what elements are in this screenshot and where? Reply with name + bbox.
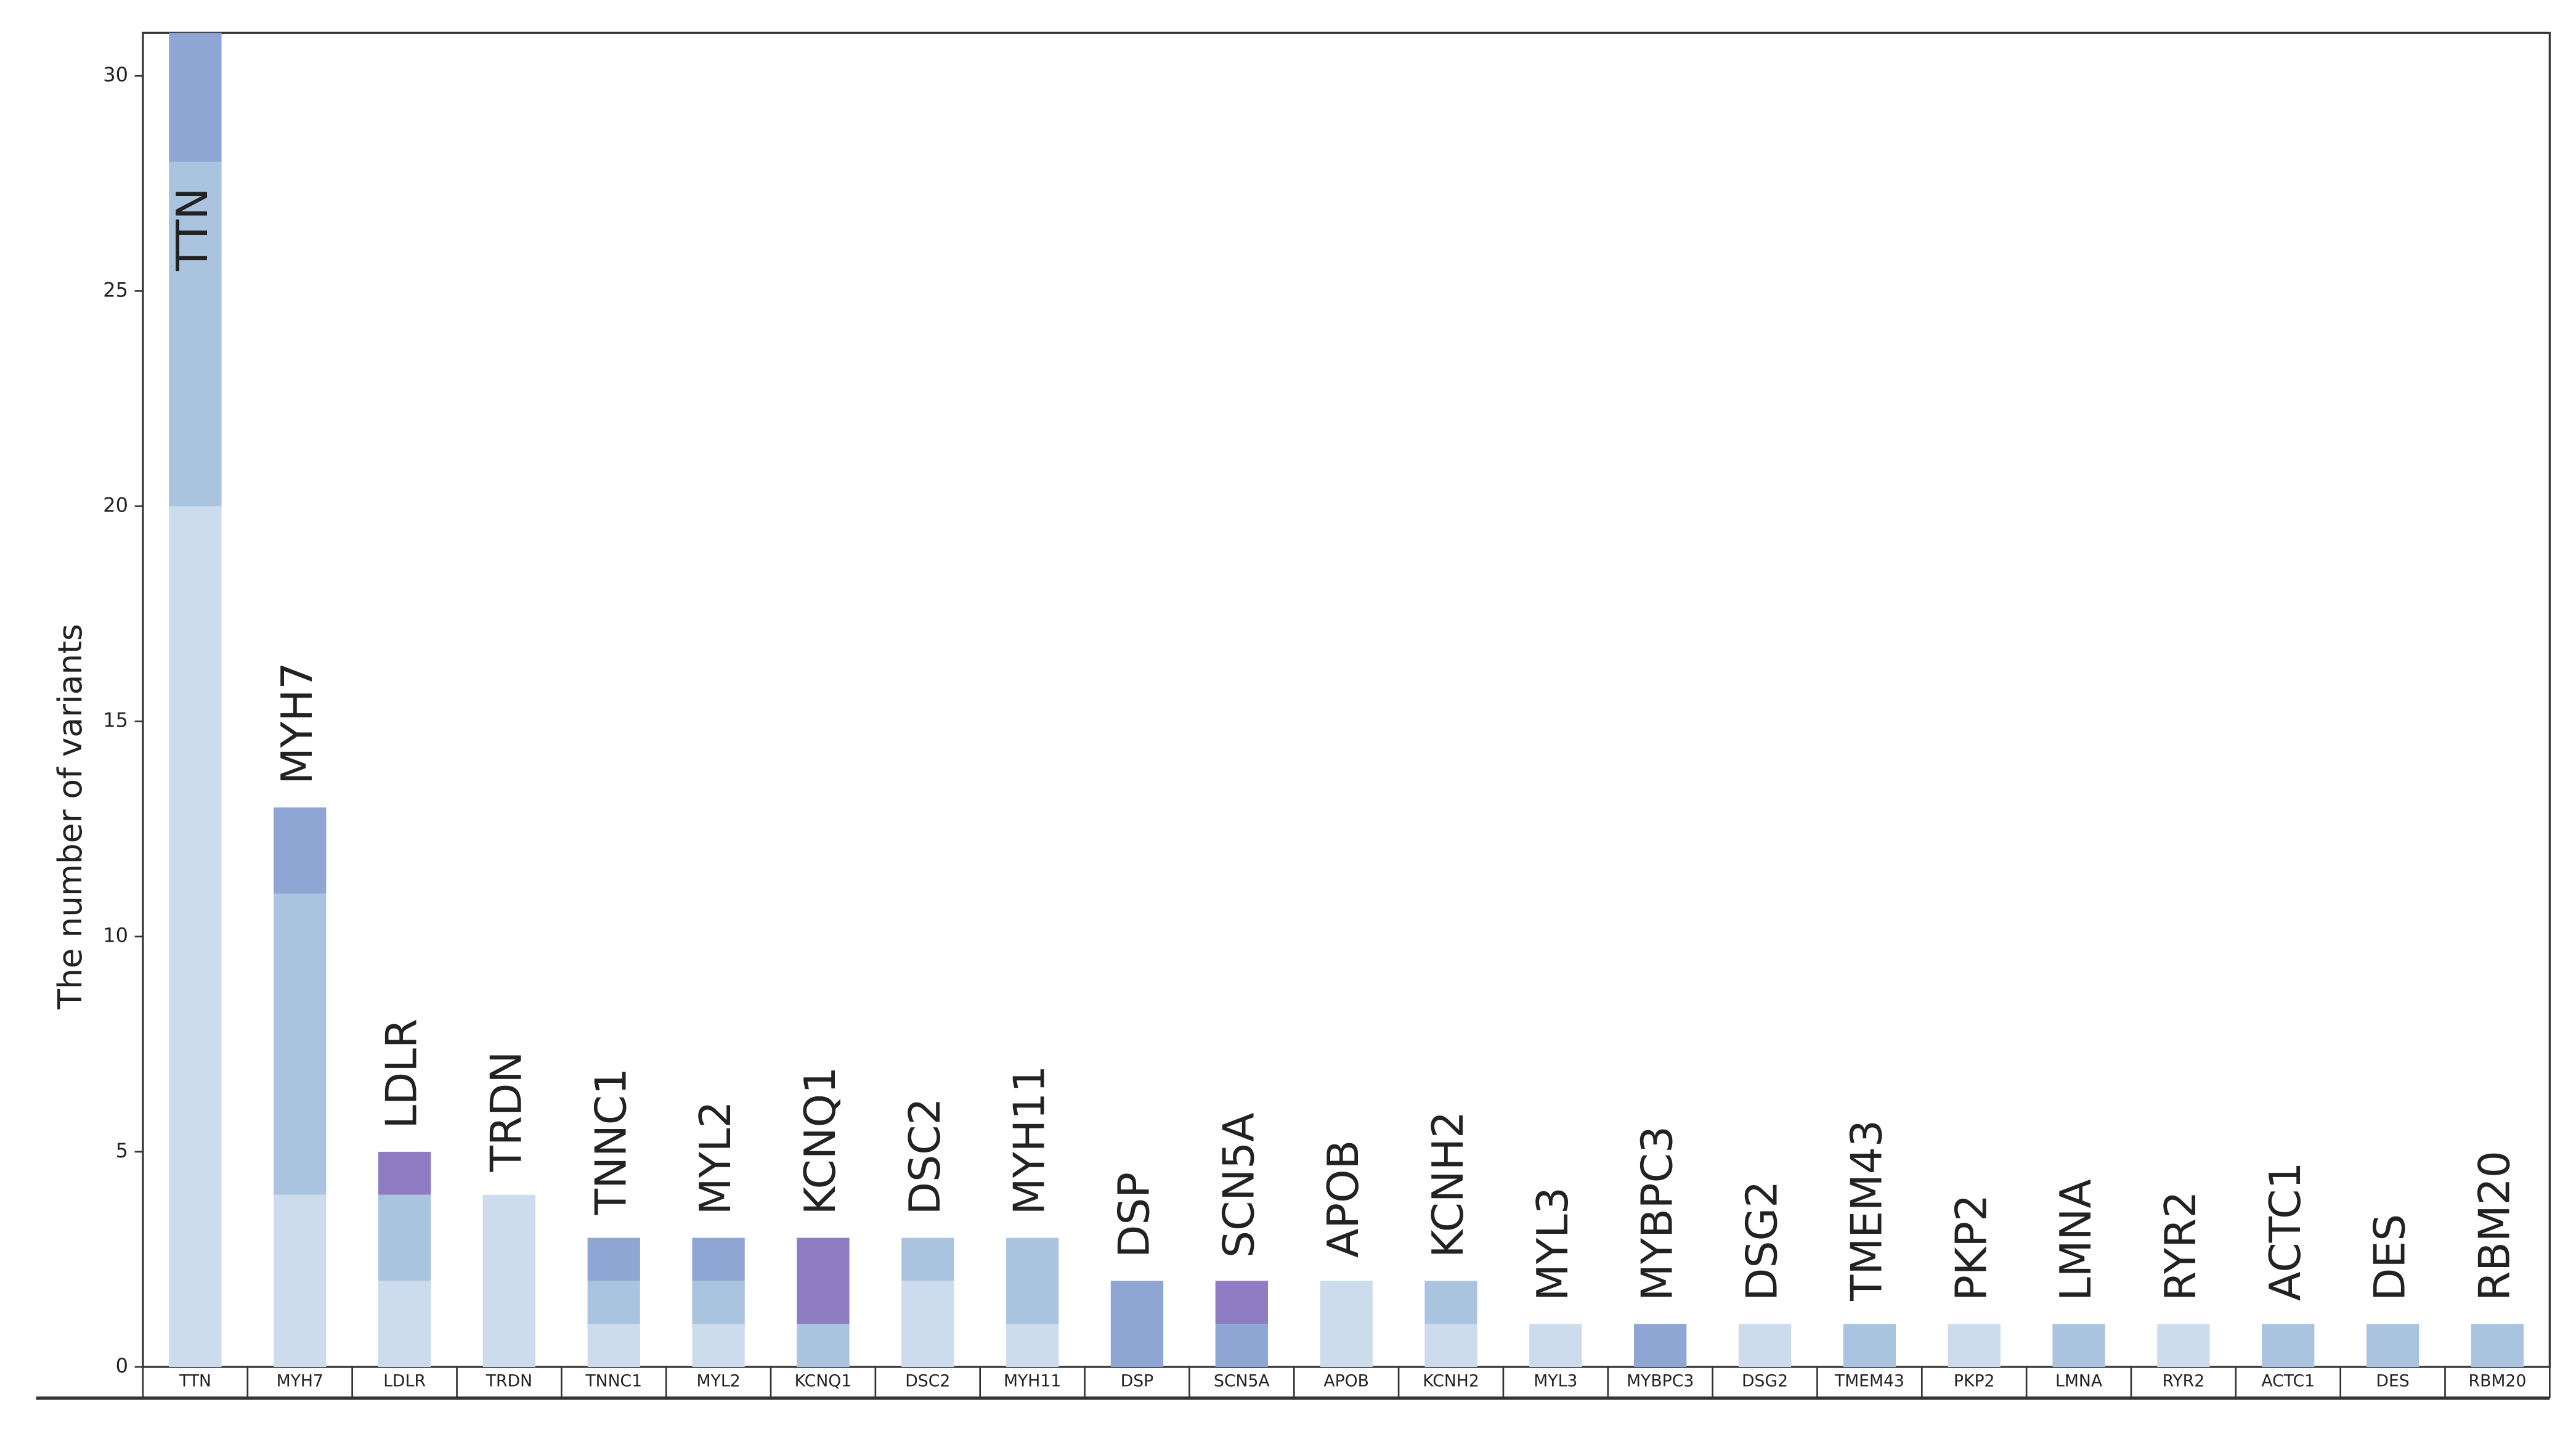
x-tick-label: LDLR — [383, 1372, 426, 1391]
x-tick-label: LMNA — [2055, 1372, 2103, 1391]
bar-segment — [169, 161, 222, 507]
bar-segment — [274, 893, 327, 1195]
x-tick-label: DSG2 — [1742, 1372, 1788, 1391]
bar-segment — [2366, 1324, 2420, 1368]
bar-segment — [2052, 1324, 2105, 1368]
bar-gene-label: MYH7 — [273, 662, 322, 785]
bar-gene-label: MYL3 — [1529, 1187, 1578, 1301]
bar-segment — [169, 506, 222, 1368]
bar-segment — [692, 1237, 745, 1281]
x-tick-label: SCN5A — [1214, 1372, 1270, 1391]
x-tick-label: MYL2 — [697, 1372, 741, 1391]
bar-gene-label: LMNA — [2052, 1179, 2101, 1301]
bar-segment — [1215, 1324, 1268, 1368]
x-tick-label: MYBPC3 — [1627, 1372, 1694, 1391]
x-tick-label: APOB — [1323, 1372, 1369, 1391]
bar-segment — [1006, 1237, 1059, 1324]
x-tick-label: TMEM43 — [1834, 1372, 1904, 1391]
bar-gene-label: TRDN — [482, 1051, 531, 1173]
x-tick-label: KCNH2 — [1423, 1372, 1479, 1391]
bar-gene-label: APOB — [1319, 1140, 1368, 1258]
bar-segment — [1320, 1281, 1373, 1368]
x-tick-label: KCNQ1 — [795, 1372, 852, 1391]
bar-gene-label: PKP2 — [1947, 1194, 1996, 1301]
x-tick-label: MYH7 — [277, 1372, 323, 1391]
bar-gene-label: DSP — [1110, 1172, 1160, 1258]
bar-segment — [901, 1237, 954, 1281]
bar-gene-label: LDLR — [378, 1019, 427, 1129]
x-tick-label: PKP2 — [1954, 1372, 1995, 1391]
y-tick-label: 25 — [103, 278, 128, 301]
x-tick-label: TTN — [179, 1372, 211, 1391]
bar-segment — [378, 1194, 431, 1281]
bar-gene-label: MYH11 — [1006, 1066, 1055, 1215]
bar-segment — [169, 33, 222, 162]
y-tick-label: 20 — [103, 493, 128, 516]
bar-segment — [797, 1237, 850, 1324]
bar-segment — [1948, 1324, 2001, 1368]
bar-segment — [797, 1324, 850, 1368]
y-tick-label: 0 — [116, 1354, 128, 1377]
y-tick-label: 30 — [103, 63, 128, 86]
bar-gene-label: DSC2 — [901, 1098, 950, 1215]
y-tick-label: 10 — [103, 924, 128, 947]
bar-segment — [1110, 1281, 1164, 1368]
bar-segment — [274, 1194, 327, 1368]
bar-segment — [378, 1281, 431, 1368]
bar-gene-label: TMEM43 — [1842, 1120, 1891, 1302]
bar-segment — [2262, 1324, 2315, 1368]
y-tick-label: 5 — [116, 1139, 128, 1162]
bar-segment — [2157, 1324, 2210, 1368]
bar-gene-label: RBM20 — [2470, 1151, 2519, 1301]
bar-segment — [1843, 1324, 1896, 1368]
x-tick-label: DSC2 — [905, 1372, 950, 1391]
bar-segment — [692, 1281, 745, 1324]
bar-gene-label: SCN5A — [1214, 1112, 1264, 1258]
bar-segment — [378, 1151, 431, 1195]
bar-gene-label: RYR2 — [2156, 1191, 2206, 1301]
bar-gene-label: MYBPC3 — [1633, 1126, 1683, 1301]
x-tick-label: RBM20 — [2469, 1372, 2527, 1391]
bar-segment — [587, 1237, 640, 1281]
bar-segment — [1215, 1281, 1268, 1324]
x-tick-label: TRDN — [486, 1372, 532, 1391]
bar-gene-label: DSG2 — [1738, 1181, 1787, 1301]
bar-gene-label: TNNC1 — [587, 1068, 636, 1216]
bar-segment — [1529, 1324, 1582, 1368]
bar-gene-label: ACTC1 — [2261, 1162, 2310, 1301]
x-tick-label: MYH11 — [1004, 1372, 1061, 1391]
bar-segment — [1424, 1281, 1477, 1324]
bar-segment — [1006, 1324, 1059, 1368]
x-tick-label: TNNC1 — [585, 1372, 642, 1391]
bar-gene-label: KCNH2 — [1424, 1111, 1473, 1258]
bar-gene-label: KCNQ1 — [796, 1067, 845, 1215]
x-tick-label: ACTC1 — [2261, 1372, 2315, 1391]
y-axis-label: The number of variants — [51, 624, 89, 1009]
x-tick-label: RYR2 — [2163, 1372, 2205, 1391]
bar-segment — [274, 807, 327, 894]
bar-segment — [587, 1281, 640, 1324]
bar-segment — [901, 1281, 954, 1368]
bar-segment — [1738, 1324, 1792, 1368]
bar-segment — [2471, 1324, 2524, 1368]
bar-segment — [1634, 1324, 1687, 1368]
bar-gene-label: DES — [2366, 1214, 2415, 1301]
bar-gene-label: TTN — [168, 188, 217, 272]
bar-gene-label: MYL2 — [691, 1101, 741, 1215]
bar-segment — [1424, 1324, 1477, 1368]
x-tick-label: DES — [2376, 1372, 2409, 1391]
y-tick-label: 15 — [103, 709, 128, 732]
bar-segment — [587, 1324, 640, 1368]
x-tick-label: DSP — [1121, 1372, 1154, 1391]
bar-segment — [692, 1324, 745, 1368]
bar-segment — [482, 1194, 536, 1368]
x-tick-label: MYL3 — [1534, 1372, 1577, 1391]
